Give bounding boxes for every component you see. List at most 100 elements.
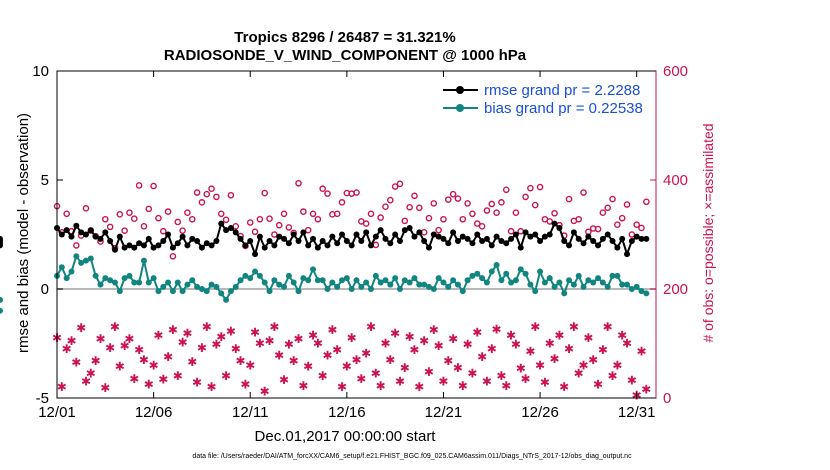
rmse-point xyxy=(155,242,162,249)
obs-assimilated-marker: ✱ xyxy=(105,341,115,355)
bias-point xyxy=(517,266,524,273)
rmse-point xyxy=(580,240,587,247)
obs-possible-marker xyxy=(522,193,529,201)
obs-assimilated-marker: ✱ xyxy=(182,327,192,341)
obs-possible-marker xyxy=(536,183,544,191)
obs-assimilated-marker: ✱ xyxy=(327,323,337,337)
bias-point xyxy=(575,272,582,279)
obs-possible-marker xyxy=(638,224,645,232)
obs-assimilated-marker: ✱ xyxy=(173,369,183,383)
bias-point xyxy=(566,277,573,284)
rmse-point xyxy=(503,240,510,247)
bias-point xyxy=(643,290,650,297)
rmse-point xyxy=(421,238,428,245)
obs-possible-marker xyxy=(614,221,621,228)
rmse-point xyxy=(575,235,582,242)
obs-possible-marker xyxy=(188,215,196,223)
obs-possible-marker xyxy=(372,241,380,249)
obs-possible-marker xyxy=(575,215,583,223)
bias-point xyxy=(285,272,292,279)
obs-assimilated-marker: ✱ xyxy=(202,320,212,334)
rmse-point xyxy=(517,244,524,251)
obs-assimilated-marker: ✱ xyxy=(554,328,564,342)
bias-point xyxy=(140,257,147,264)
rmse-point xyxy=(198,244,205,251)
rmse-point xyxy=(208,242,215,249)
bias-point xyxy=(363,279,370,286)
obs-possible-marker xyxy=(251,228,259,236)
x-tick-label: 12/21 xyxy=(425,404,463,421)
rmse-point xyxy=(295,238,302,245)
obs-possible-marker xyxy=(469,210,476,218)
obs-assimilated-marker: ✱ xyxy=(279,373,289,387)
obs-assimilated-marker: ✱ xyxy=(250,326,260,340)
bias-point xyxy=(585,277,592,284)
bias-point xyxy=(126,272,133,279)
bias-point xyxy=(179,288,186,295)
bias-point xyxy=(237,277,244,284)
obs-possible-marker xyxy=(295,179,302,187)
obs-possible-marker xyxy=(459,215,467,223)
rmse-point xyxy=(87,227,94,234)
obs-possible-marker xyxy=(106,223,114,231)
obs-possible-marker xyxy=(362,220,370,227)
bias-point xyxy=(290,279,297,286)
rmse-point xyxy=(479,238,486,245)
rmse-point xyxy=(440,235,447,242)
obs-possible-marker xyxy=(319,185,326,193)
obs-assimilated-marker: ✱ xyxy=(511,338,521,352)
obs-possible-marker xyxy=(449,190,457,198)
bias-point xyxy=(324,286,331,292)
bias-point xyxy=(107,277,114,284)
obs-possible-marker xyxy=(184,209,191,216)
obs-possible-marker xyxy=(140,223,148,230)
rmse-point xyxy=(285,240,292,247)
rmse-point xyxy=(0,240,3,247)
obs-assimilated-marker: ✱ xyxy=(139,353,149,367)
obs-assimilated-marker: ✱ xyxy=(245,358,255,372)
legend-rmse-marker xyxy=(456,86,464,94)
rmse-point xyxy=(570,229,577,236)
obs-assimilated-marker: ✱ xyxy=(385,353,395,367)
obs-possible-marker xyxy=(198,199,206,206)
bias-point xyxy=(73,253,80,260)
bias-point xyxy=(198,286,205,292)
obs-possible-marker xyxy=(440,215,447,223)
bias-point xyxy=(0,307,3,314)
obs-assimilated-marker: ✱ xyxy=(231,342,241,356)
obs-assimilated-marker: ✱ xyxy=(255,337,265,351)
obs-possible-marker xyxy=(420,229,428,236)
rmse-point xyxy=(464,235,471,242)
rmse-point xyxy=(527,233,534,240)
obs-assimilated-marker: ✱ xyxy=(482,375,492,389)
bias-point xyxy=(276,281,283,288)
bias-point xyxy=(348,286,355,292)
bias-point xyxy=(358,283,365,290)
obs-assimilated-marker: ✱ xyxy=(100,381,110,395)
chart-subtitle: RADIOSONDE_V_WIND_COMPONENT @ 1000 hPa xyxy=(164,47,527,64)
rmse-point xyxy=(372,233,379,240)
rmse-point xyxy=(300,229,307,236)
bias-point xyxy=(498,277,505,284)
obs-possible-marker xyxy=(208,185,215,193)
obs-possible-marker xyxy=(594,225,602,233)
obs-assimilated-marker: ✱ xyxy=(86,366,96,380)
rmse-point xyxy=(406,224,413,231)
rmse-point xyxy=(614,244,621,251)
obs-possible-marker xyxy=(179,227,186,234)
bias-point xyxy=(479,275,486,282)
obs-possible-marker xyxy=(609,195,616,203)
rmse-point xyxy=(353,231,360,238)
bias-point xyxy=(155,288,162,295)
bias-point xyxy=(68,268,75,275)
bias-point xyxy=(121,275,128,282)
rmse-point xyxy=(324,242,331,249)
rmse-point xyxy=(512,231,519,238)
bias-point xyxy=(256,272,263,279)
obs-possible-marker xyxy=(391,183,399,190)
x-tick-label: 12/01 xyxy=(38,404,76,421)
obs-assimilated-marker: ✱ xyxy=(564,342,574,356)
rmse-point xyxy=(213,238,220,245)
obs-possible-marker xyxy=(618,214,626,222)
bias-point xyxy=(160,283,167,290)
